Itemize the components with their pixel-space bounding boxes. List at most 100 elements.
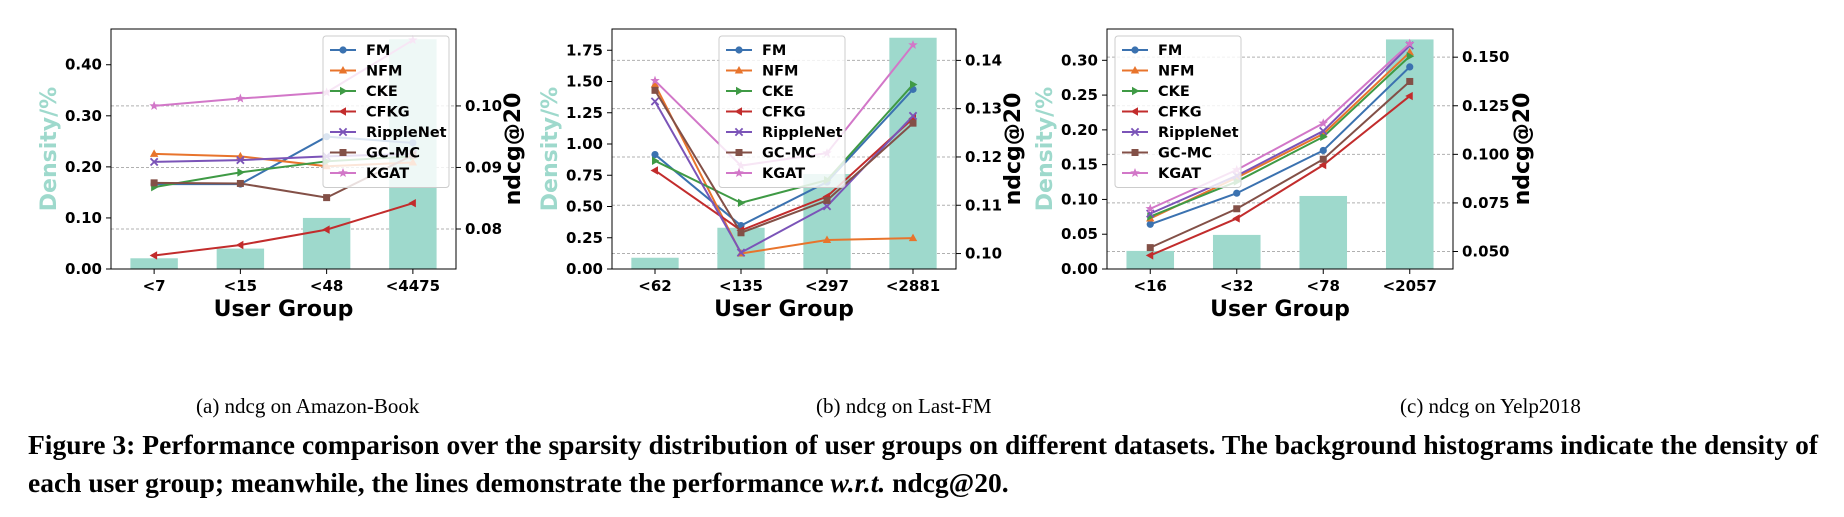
data-point-cfkg [149, 251, 158, 260]
data-point-ripplenet [908, 111, 918, 121]
right-tick-label: 0.08 [465, 220, 502, 238]
x-axis-label: User Group [714, 297, 854, 322]
data-point-gc-mc [1233, 205, 1241, 213]
legend-marker [338, 127, 348, 137]
data-point-gc-mc [737, 229, 745, 237]
legend-label: RippleNet [762, 125, 843, 141]
right-tick-label: 0.075 [1462, 194, 1509, 212]
subcaption-c: (c) ndcg on Yelp2018 [1400, 394, 1581, 418]
data-point-cke [237, 168, 245, 177]
series-line-cfkg [154, 202, 414, 257]
legend-marker [735, 149, 743, 156]
chart-1: 0.00 0.10 0.20 0.30 0.40 0.08 0.09 0.10 <7 <15 <48… [37, 28, 526, 322]
left-tick-label: 0.25 [566, 229, 603, 247]
right-tick-label: 0.10 [465, 97, 502, 115]
legend-label: FM [366, 43, 390, 59]
series-line-ripplenet [1149, 44, 1411, 215]
data-point-fm [1146, 220, 1154, 228]
x-tick-label: <7 [143, 277, 166, 295]
x-tick-label: <62 [638, 277, 671, 295]
x-tick-label: <4475 [386, 277, 440, 295]
data-point-gc-mc [150, 179, 158, 187]
data-point-cfkg [1145, 251, 1154, 260]
right-tick-label: 0.09 [465, 158, 502, 176]
series-line-fm [1149, 66, 1411, 226]
right-axis-label: ndcg@20 [1001, 93, 1026, 206]
legend-marker [338, 107, 346, 116]
data-point-gc-mc [1406, 77, 1414, 85]
x-tick-label: <2881 [886, 277, 940, 295]
legend-label: CFKG [366, 105, 410, 121]
data-point-cfkg [235, 240, 244, 250]
x-tick-label: <297 [805, 277, 849, 295]
series-line-nfm [654, 84, 914, 255]
data-point-ripplenet [650, 97, 660, 106]
data-point-fm [651, 150, 659, 159]
right-tick-label: 0.13 [965, 100, 1002, 118]
data-point-ripplenet [1319, 126, 1328, 136]
chart-2: 0.00 0.25 0.50 0.75 1.00 1.25 1.50 1.75 0.10 0.11… [538, 28, 1026, 322]
legend-marker [736, 86, 744, 96]
legend-marker [338, 66, 348, 74]
data-point-ripplenet [149, 157, 159, 167]
data-point-gc-mc [1146, 244, 1154, 252]
left-axis-label: Density/% [37, 87, 62, 211]
legend-label: KGAT [762, 166, 805, 182]
data-point-cke [738, 198, 746, 208]
data-point-cke [652, 156, 660, 166]
series-line-kgat [1149, 42, 1411, 210]
data-point-kgat [650, 75, 660, 85]
legend-marker [1131, 46, 1139, 54]
plot-frame [1106, 28, 1454, 270]
legend-label: KGAT [1158, 166, 1201, 182]
data-point-gc-mc [1319, 155, 1327, 163]
legend-marker [339, 149, 347, 156]
left-tick-label: 0.05 [1061, 225, 1098, 243]
legend-marker [1130, 168, 1140, 178]
right-tick-label: 0.125 [1462, 97, 1509, 115]
density-bar [1212, 234, 1261, 269]
right-tick-label: 0.10 [965, 245, 1002, 263]
legend-label: CFKG [1158, 105, 1202, 121]
legend-label: GC-MC [762, 146, 816, 162]
legend-label: NFM [1158, 64, 1194, 80]
left-tick-label: 1.50 [566, 73, 603, 91]
legend-label: FM [762, 43, 786, 59]
data-point-kgat [908, 39, 918, 49]
legend-label: CKE [762, 84, 794, 100]
density-bar [1299, 195, 1348, 269]
left-axis-label: Density/% [538, 87, 563, 211]
series-line-cfkg [1149, 95, 1411, 257]
data-point-fm [1233, 189, 1241, 197]
legend-label: KGAT [366, 166, 409, 182]
legend-label: GC-MC [366, 146, 420, 162]
data-point-nfm [908, 233, 918, 242]
x-tick-label: <32 [1220, 277, 1253, 295]
left-axis-label: Density/% [1033, 87, 1058, 211]
legend-marker [1130, 66, 1140, 74]
data-point-kgat [235, 93, 246, 103]
plot-frame [110, 28, 457, 270]
left-tick-label: 0.15 [1061, 156, 1098, 174]
legend-marker [1130, 127, 1140, 137]
right-tick-label: 0.150 [1462, 48, 1509, 66]
legend-box [322, 35, 450, 188]
legend-marker [735, 46, 743, 54]
density-bar [130, 258, 178, 269]
left-tick-label: 0.40 [65, 56, 102, 74]
subcaption-b: (b) ndcg on Last-FM [816, 394, 992, 418]
left-tick-label: 0.10 [65, 209, 102, 227]
legend-label: NFM [762, 64, 798, 80]
legend-marker [734, 168, 744, 178]
legend-marker [340, 86, 348, 96]
series-line-gc-mc [654, 89, 914, 235]
x-tick-label: <2057 [1383, 277, 1437, 295]
right-tick-label: 0.100 [1462, 145, 1509, 163]
left-tick-label: 0.00 [65, 260, 102, 278]
legend-marker [1131, 149, 1139, 156]
left-tick-label: 0.50 [566, 198, 603, 216]
data-point-cke [910, 80, 918, 89]
data-point-fm [1319, 146, 1327, 155]
data-point-cke [1406, 52, 1415, 61]
x-axis-label: User Group [214, 297, 354, 322]
